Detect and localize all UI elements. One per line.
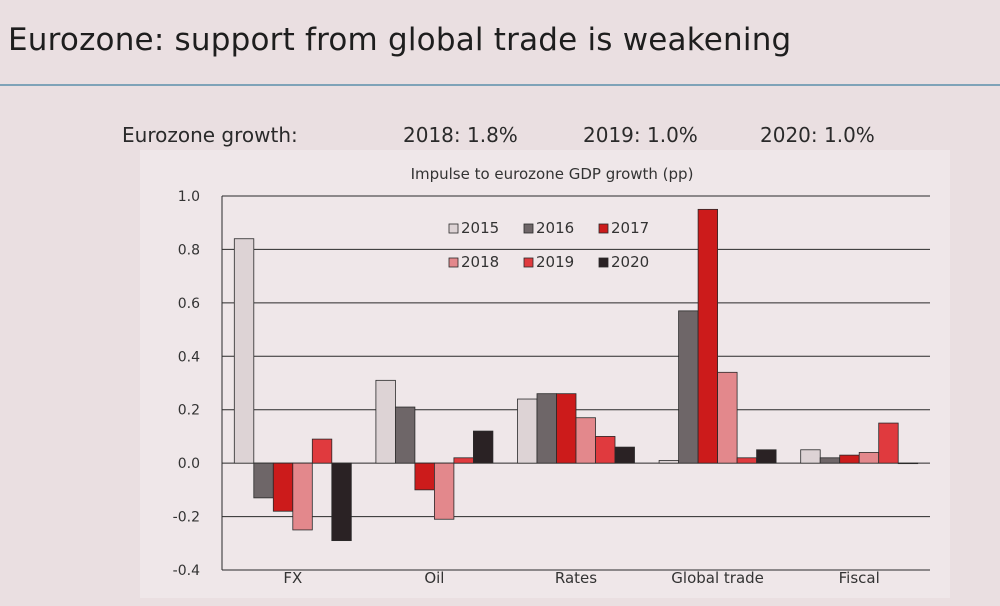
bar-oil-2016 [394,406,416,464]
bar-rates-2018 [575,417,596,464]
y-tick-label: -0.4 [173,563,200,579]
bar-fiscal-2017 [839,454,860,464]
bar-fx-2017 [272,462,294,512]
legend-swatch [448,257,459,268]
bar-oil-2015 [375,379,396,464]
bar-global-trade-2018 [717,371,738,464]
bar-rates-2020 [614,446,635,464]
bar-fiscal-2020 [897,462,919,465]
bar-rates-2017 [556,393,577,464]
y-tick-label: 0.4 [178,349,200,365]
legend-swatch [598,257,609,268]
bar-rates-2015 [517,398,538,464]
y-tick-label: 1.0 [178,189,200,205]
growth-2019: 2019: 1.0% [583,123,698,147]
x-category-label: FX [283,569,302,587]
legend-label: 2016 [536,219,574,237]
x-category-label: Fiscal [839,569,880,587]
legend-label: 2017 [611,219,649,237]
bar-fx-2020 [331,462,352,542]
x-category-label: Oil [424,569,444,587]
legend-label: 2015 [461,219,499,237]
bar-oil-2019 [453,457,474,464]
legend-label: 2020 [611,253,649,271]
title-divider [0,84,1000,86]
y-tick-label: 0.8 [178,242,200,258]
y-tick-label: 0.0 [178,456,200,472]
bar-rates-2019 [595,436,616,464]
bar-oil-2018 [433,462,455,520]
bar-global-trade-2020 [756,449,777,464]
legend-swatch [523,257,534,268]
bar-global-trade-2017 [697,208,718,464]
bar-fiscal-2016 [819,457,841,464]
bar-oil-2017 [414,462,435,491]
legend-label: 2019 [536,253,574,271]
bar-fiscal-2019 [878,422,899,464]
y-tick-label: 0.2 [178,403,200,419]
bar-oil-2020 [472,430,494,464]
y-tick-label: -0.2 [173,510,200,526]
bar-global-trade-2016 [678,310,699,464]
bar-fiscal-2015 [800,449,821,464]
bar-fiscal-2018 [858,452,880,464]
chart-title: Impulse to eurozone GDP growth (pp) [411,165,694,183]
growth-summary: Eurozone growth: 2018: 1.8% 2019: 1.0% 2… [0,123,1000,153]
x-category-label: Global trade [671,569,764,587]
bar-fx-2015 [233,238,255,464]
legend-swatch [598,223,609,234]
legend-label: 2018 [461,253,499,271]
slide-title: Eurozone: support from global trade is w… [8,22,792,58]
growth-2020: 2020: 1.0% [760,123,875,147]
legend-swatch [448,223,459,234]
bar-fx-2016 [253,462,274,499]
bar-fx-2019 [311,438,333,464]
bar-global-trade-2019 [736,457,757,464]
growth-label: Eurozone growth: [122,123,298,147]
legend-swatch [523,223,534,234]
bar-global-trade-2015 [658,460,679,464]
bar-rates-2016 [536,393,557,464]
y-tick-label: 0.6 [178,296,200,312]
bar-fx-2018 [292,462,313,531]
growth-2018: 2018: 1.8% [403,123,518,147]
x-category-label: Rates [555,569,597,587]
chart-panel [140,150,950,598]
